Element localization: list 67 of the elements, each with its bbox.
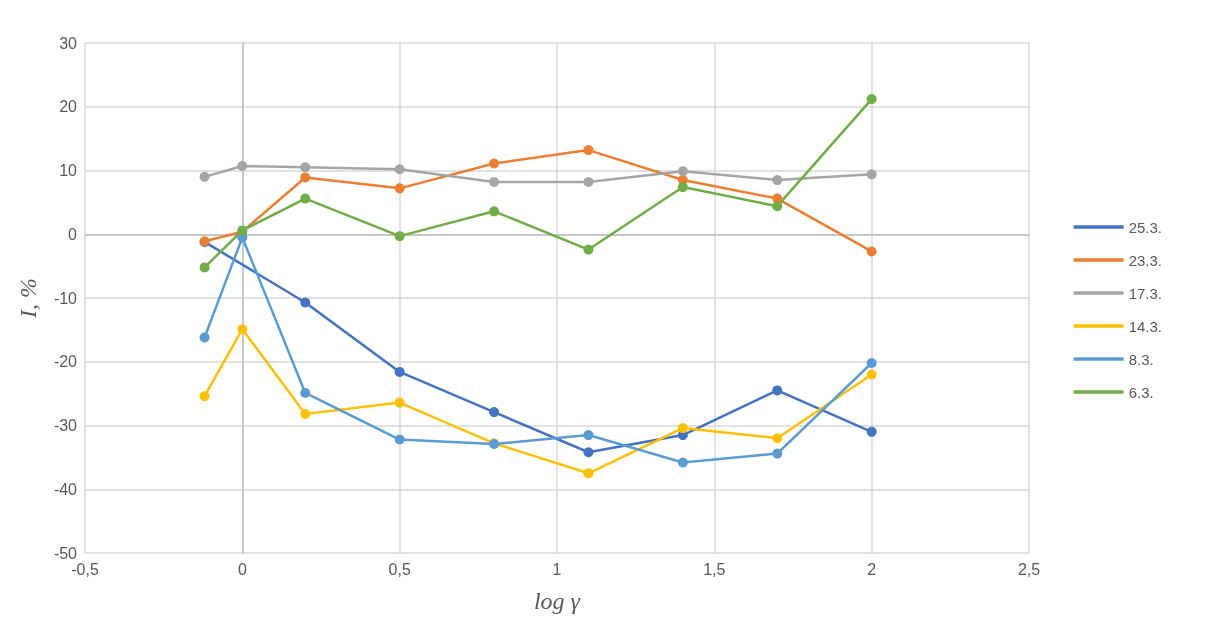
y-tick-label: 0 bbox=[68, 225, 78, 243]
point bbox=[866, 246, 877, 257]
point bbox=[583, 447, 594, 458]
point bbox=[489, 176, 500, 187]
point bbox=[866, 369, 877, 380]
point bbox=[300, 172, 311, 183]
y-axis-title: I, % bbox=[15, 278, 41, 319]
x-tick-label: 1 bbox=[552, 560, 562, 578]
point bbox=[199, 391, 210, 402]
point bbox=[199, 262, 210, 273]
point bbox=[300, 193, 311, 204]
point bbox=[772, 448, 783, 459]
x-tick-label: -0,5 bbox=[71, 560, 99, 578]
x-tick-label: 0 bbox=[237, 560, 247, 578]
point bbox=[489, 158, 500, 169]
point bbox=[866, 358, 877, 369]
y-tick-label: 30 bbox=[59, 34, 78, 52]
legend-label: 6.3. bbox=[1128, 383, 1154, 401]
point bbox=[489, 407, 500, 418]
x-tick-label: 2 bbox=[867, 560, 877, 578]
point bbox=[199, 171, 210, 182]
point bbox=[677, 457, 688, 468]
point bbox=[583, 176, 594, 187]
point bbox=[583, 244, 594, 255]
x-tick-label: 1,5 bbox=[703, 560, 726, 578]
legend-label: 8.3. bbox=[1128, 350, 1154, 368]
legend-label: 14.3. bbox=[1128, 317, 1163, 335]
legend-label: 17.3. bbox=[1128, 284, 1163, 302]
point bbox=[394, 434, 405, 445]
point bbox=[394, 183, 405, 194]
point bbox=[677, 182, 688, 193]
point bbox=[300, 387, 311, 398]
y-tick-label: -40 bbox=[53, 480, 78, 498]
point bbox=[772, 201, 783, 212]
point bbox=[300, 162, 311, 173]
point bbox=[772, 175, 783, 186]
y-tick-label: -10 bbox=[53, 289, 78, 307]
point bbox=[394, 366, 405, 377]
point bbox=[866, 94, 877, 105]
point bbox=[300, 409, 311, 420]
point bbox=[772, 385, 783, 396]
point bbox=[772, 433, 783, 444]
point bbox=[583, 145, 594, 156]
point bbox=[237, 324, 248, 335]
point bbox=[677, 166, 688, 177]
y-tick-label: -20 bbox=[53, 353, 78, 371]
point bbox=[394, 164, 405, 175]
point bbox=[583, 430, 594, 441]
y-tick-label: 20 bbox=[59, 98, 78, 116]
legend-label: 25.3. bbox=[1128, 218, 1163, 236]
point bbox=[677, 423, 688, 434]
y-tick-label: 10 bbox=[59, 162, 78, 179]
point bbox=[866, 426, 877, 437]
point bbox=[394, 397, 405, 408]
y-tick-label: -50 bbox=[53, 544, 78, 562]
x-tick-label: 0,5 bbox=[388, 560, 411, 578]
point bbox=[866, 169, 877, 180]
point bbox=[199, 332, 210, 343]
x-axis-title: log γ bbox=[533, 588, 581, 614]
point bbox=[489, 206, 500, 217]
y-tick-label: -30 bbox=[53, 417, 78, 434]
legend-label: 23.3. bbox=[1128, 251, 1163, 269]
point bbox=[394, 231, 405, 242]
x-tick-label: 2,5 bbox=[1017, 560, 1041, 578]
point bbox=[583, 468, 594, 479]
point bbox=[237, 161, 248, 172]
point bbox=[300, 297, 311, 308]
